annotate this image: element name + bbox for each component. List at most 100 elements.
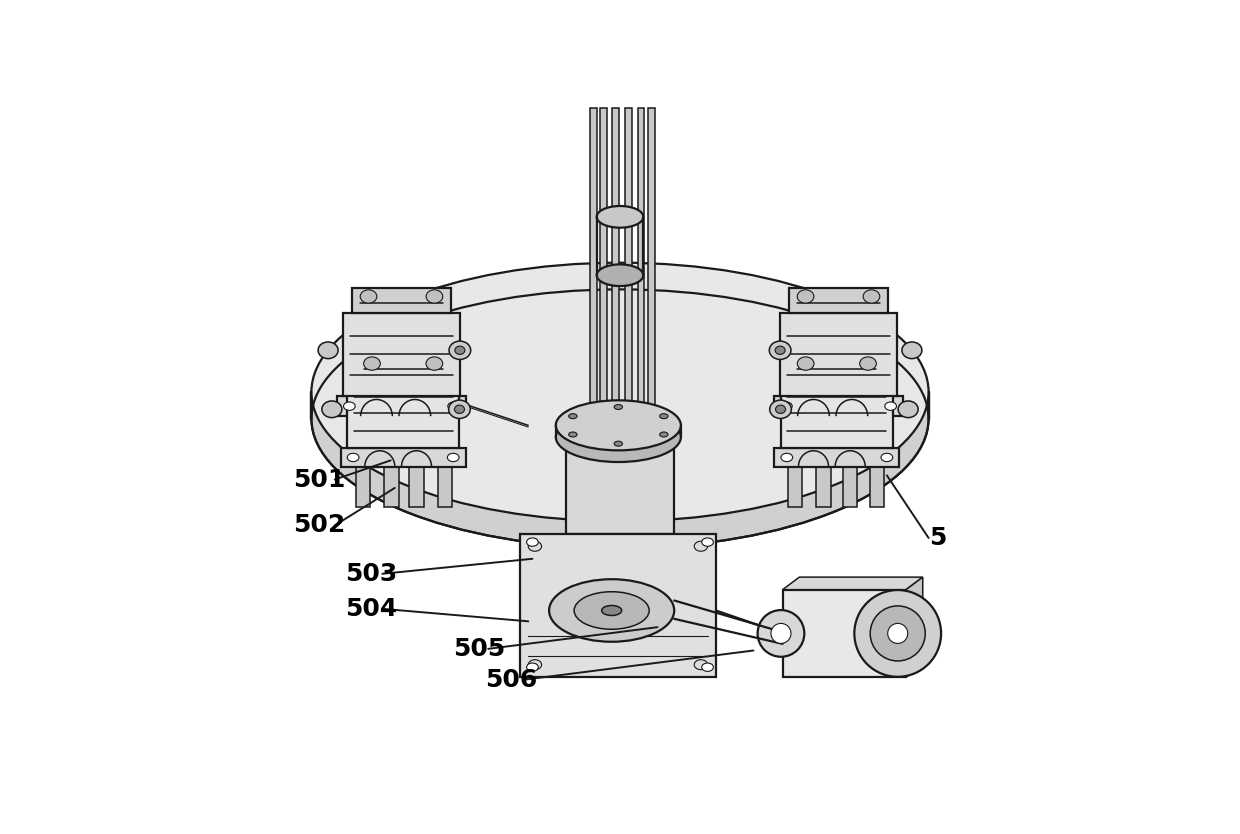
Ellipse shape (758, 610, 805, 657)
Ellipse shape (614, 441, 622, 446)
Bar (789, 467, 802, 506)
Ellipse shape (863, 290, 880, 304)
Ellipse shape (780, 402, 792, 410)
Bar (352, 288, 451, 313)
Polygon shape (311, 392, 929, 419)
Ellipse shape (660, 432, 668, 437)
Bar (565, 419, 675, 534)
Ellipse shape (702, 538, 713, 546)
Ellipse shape (870, 605, 925, 661)
Polygon shape (906, 577, 923, 677)
Ellipse shape (775, 405, 786, 414)
Ellipse shape (775, 346, 785, 354)
Text: 501: 501 (293, 468, 346, 491)
Bar (438, 467, 451, 506)
Ellipse shape (694, 541, 708, 551)
Bar (343, 313, 460, 396)
Text: 5: 5 (929, 526, 946, 550)
Bar (337, 396, 466, 416)
Bar (789, 356, 884, 377)
Ellipse shape (898, 401, 918, 418)
Bar (649, 108, 655, 413)
Bar (787, 416, 802, 460)
Ellipse shape (859, 357, 877, 370)
Ellipse shape (449, 341, 471, 359)
Ellipse shape (614, 404, 622, 409)
Bar (637, 108, 645, 413)
Ellipse shape (569, 432, 577, 437)
Text: 506: 506 (485, 668, 537, 691)
Ellipse shape (797, 290, 813, 304)
Ellipse shape (347, 454, 358, 462)
Bar (816, 467, 831, 506)
Ellipse shape (556, 400, 681, 450)
Ellipse shape (360, 290, 377, 304)
Ellipse shape (527, 663, 538, 671)
Ellipse shape (771, 624, 791, 644)
Bar (780, 313, 897, 396)
Ellipse shape (448, 402, 460, 410)
Ellipse shape (885, 402, 897, 410)
Bar (625, 108, 631, 413)
Ellipse shape (427, 357, 443, 370)
Ellipse shape (694, 660, 708, 670)
Ellipse shape (596, 206, 644, 228)
Bar (356, 467, 371, 506)
Ellipse shape (556, 412, 681, 462)
Bar (384, 467, 398, 506)
Ellipse shape (574, 592, 650, 629)
Ellipse shape (528, 660, 542, 670)
Bar (352, 416, 367, 460)
Text: 502: 502 (293, 514, 345, 537)
Bar (816, 416, 831, 460)
Ellipse shape (770, 400, 791, 419)
Ellipse shape (454, 405, 465, 414)
Ellipse shape (596, 264, 644, 286)
Ellipse shape (660, 414, 668, 419)
Bar (356, 356, 451, 377)
Bar (869, 467, 884, 506)
Text: 503: 503 (345, 562, 397, 585)
Bar (843, 467, 857, 506)
Ellipse shape (901, 342, 921, 359)
Bar (774, 449, 899, 467)
Ellipse shape (448, 454, 459, 462)
Text: 505: 505 (453, 637, 506, 661)
Bar (438, 416, 453, 460)
Ellipse shape (527, 538, 538, 546)
Bar (590, 108, 596, 413)
Bar (774, 396, 903, 416)
Bar (341, 449, 466, 467)
Bar (347, 377, 460, 449)
Ellipse shape (343, 402, 355, 410)
Bar (409, 416, 424, 460)
Bar (382, 416, 397, 460)
Ellipse shape (601, 605, 621, 615)
Ellipse shape (449, 400, 470, 419)
Bar (873, 416, 888, 460)
Bar (613, 108, 619, 413)
Bar (600, 108, 606, 413)
Bar (843, 416, 858, 460)
Ellipse shape (769, 341, 791, 359)
Ellipse shape (319, 342, 339, 359)
Bar (780, 377, 893, 449)
Ellipse shape (888, 624, 908, 644)
Ellipse shape (311, 263, 929, 521)
Ellipse shape (363, 357, 381, 370)
Ellipse shape (781, 454, 792, 462)
Ellipse shape (854, 590, 941, 677)
Ellipse shape (797, 357, 813, 370)
Ellipse shape (528, 541, 542, 551)
Bar (782, 590, 906, 677)
Bar (520, 534, 715, 677)
Ellipse shape (427, 290, 443, 304)
Ellipse shape (455, 346, 465, 354)
Bar (409, 467, 424, 506)
Ellipse shape (702, 663, 713, 671)
Ellipse shape (311, 289, 929, 548)
Bar (789, 288, 888, 313)
Text: 504: 504 (345, 597, 397, 620)
Ellipse shape (569, 414, 577, 419)
Ellipse shape (322, 401, 342, 418)
